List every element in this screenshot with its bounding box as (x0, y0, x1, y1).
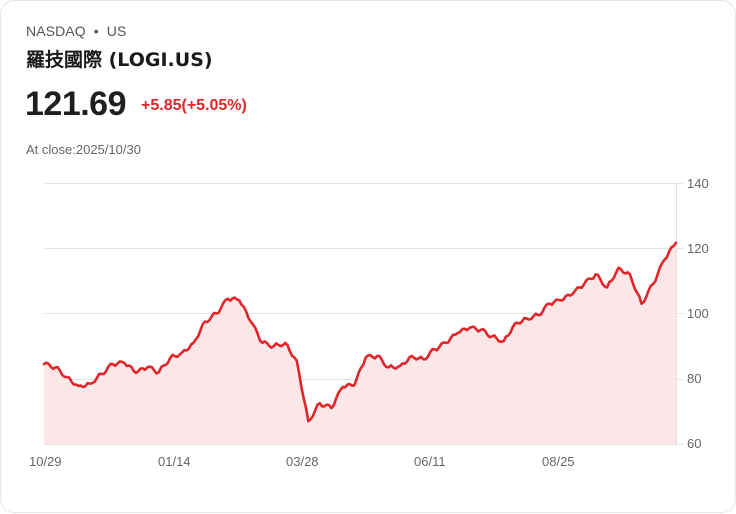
x-tick: 01/14 (158, 454, 191, 469)
x-tick: 08/25 (542, 454, 575, 469)
x-axis: 10/29 01/14 03/28 06/11 08/25 (29, 454, 575, 469)
x-tick: 10/29 (29, 454, 62, 469)
exchange-line: NASDAQ • US (26, 23, 126, 39)
y-tick: 100 (687, 306, 709, 321)
separator-dot: • (93, 23, 99, 39)
market-name: US (106, 23, 127, 39)
last-price: 121.69 (25, 85, 127, 123)
x-tick: 06/11 (414, 454, 446, 469)
price-area-fill (44, 242, 676, 444)
price-change: +5.85(+5.05%) (141, 97, 247, 114)
close-timestamp: At close:2025/10/30 (26, 142, 141, 157)
y-tick: 140 (687, 176, 709, 191)
y-tick: 60 (687, 436, 701, 451)
price-line (42, 241, 678, 423)
y-axis: 140 120 100 80 60 (687, 176, 709, 451)
y-tick: 80 (687, 371, 701, 386)
x-tick: 03/28 (286, 454, 319, 469)
stock-title: 羅技國際 (LOGI.US) (26, 49, 213, 71)
y-tick: 120 (687, 241, 709, 256)
exchange-name: NASDAQ (26, 23, 86, 39)
